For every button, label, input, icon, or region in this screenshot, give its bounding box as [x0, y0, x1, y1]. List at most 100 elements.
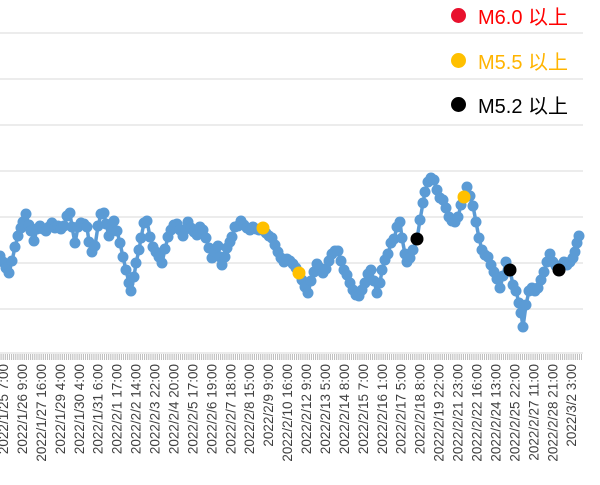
- data-point: [144, 231, 156, 243]
- data-point: [396, 232, 408, 244]
- data-point: [510, 285, 522, 297]
- data-point: [20, 208, 32, 220]
- data-point: [200, 232, 212, 244]
- x-axis-label: 2022/1/29 4:00: [53, 364, 68, 454]
- data-point: [28, 235, 40, 247]
- magnitude-marker: [552, 263, 566, 277]
- data-point: [3, 267, 15, 279]
- legend-label-m60: M6.0 以上: [478, 6, 569, 29]
- data-point: [520, 299, 532, 311]
- x-axis-label: 2022/2/7 18:00: [223, 364, 238, 454]
- x-axis-label: 2022/1/25 7:00: [0, 364, 11, 454]
- data-point: [117, 251, 129, 263]
- x-axis-label: 2022/2/18 8:00: [413, 364, 428, 454]
- data-point: [388, 233, 400, 245]
- m60-marker-icon: [451, 7, 466, 23]
- x-axis-label: 2022/2/24 13:00: [488, 364, 503, 462]
- data-point: [407, 244, 419, 256]
- x-axis-label: 2022/2/4 20:00: [166, 364, 181, 454]
- data-point: [130, 257, 142, 269]
- data-point: [359, 277, 371, 289]
- data-point: [335, 255, 347, 267]
- data-point: [417, 197, 429, 209]
- data-point: [452, 211, 464, 223]
- x-axis-label: 2022/2/17 5:00: [394, 364, 409, 454]
- data-point: [473, 232, 485, 244]
- x-axis-label: 2022/2/10 16:00: [280, 364, 295, 462]
- data-point: [141, 215, 153, 227]
- data-point: [394, 216, 406, 228]
- data-point: [332, 245, 344, 257]
- x-axis-label: 2022/2/9 9:00: [261, 364, 276, 447]
- data-point: [414, 214, 426, 226]
- data-point: [81, 221, 93, 233]
- x-axis-label: 2022/2/15 7:00: [356, 364, 371, 454]
- data-point: [135, 232, 147, 244]
- data-point: [440, 202, 452, 214]
- data-point: [108, 215, 120, 227]
- data-point: [374, 277, 386, 289]
- x-axis-label: 2022/2/14 8:00: [337, 364, 352, 454]
- legend-item-m60: M6.0 以上: [448, 3, 569, 29]
- data-point: [517, 321, 529, 333]
- legend-item-m55: M5.5 以上: [448, 48, 569, 74]
- data-point: [120, 264, 132, 276]
- data-point: [6, 255, 18, 267]
- magnitude-marker: [292, 266, 306, 280]
- x-axis-label: 2022/2/8 15:00: [242, 364, 257, 454]
- magnitude-marker: [256, 221, 270, 235]
- x-axis-label: 2022/2/27 11:00: [526, 364, 541, 461]
- legend-label-m52: M5.2 以上: [478, 95, 569, 118]
- x-axis-label: 2022/1/31 6:00: [91, 364, 106, 454]
- data-point: [212, 240, 224, 252]
- x-axis-label: 2022/2/28 21:00: [545, 364, 560, 462]
- data-point: [461, 181, 473, 193]
- data-point: [58, 220, 70, 232]
- data-point: [159, 243, 171, 255]
- data-point: [133, 244, 145, 256]
- legend-label-m55: M5.5 以上: [478, 51, 569, 74]
- data-point: [226, 231, 238, 243]
- x-axis-label: 2022/3/2 3:00: [564, 364, 579, 447]
- m55-marker-icon: [451, 52, 466, 68]
- data-point: [9, 241, 21, 253]
- data-point: [69, 237, 81, 249]
- x-axis-label: 2022/2/2 14:00: [129, 364, 144, 454]
- x-axis-label: 2022/2/5 17:00: [185, 364, 200, 454]
- data-point: [305, 275, 317, 287]
- data-point: [365, 264, 377, 276]
- x-axis-label: 2022/1/26 9:00: [15, 364, 30, 454]
- data-point: [382, 248, 394, 260]
- data-point: [219, 251, 231, 263]
- x-axis-label: 2022/2/13 5:00: [318, 364, 333, 454]
- data-point: [538, 266, 550, 278]
- magnitude-marker: [410, 232, 424, 246]
- data-point: [419, 186, 431, 198]
- data-point: [89, 240, 101, 252]
- data-point: [111, 225, 123, 237]
- data-point: [573, 230, 585, 242]
- data-point: [515, 307, 527, 319]
- x-axis-label: 2022/2/22 16:00: [470, 364, 485, 462]
- data-point: [125, 285, 137, 297]
- x-axis-label: 2022/1/30 4:00: [72, 364, 87, 454]
- data-point: [156, 257, 168, 269]
- data-point: [128, 271, 140, 283]
- data-point: [467, 200, 479, 212]
- data-point: [428, 174, 440, 186]
- x-axis-label: 2022/2/25 22:00: [507, 364, 522, 462]
- data-point: [470, 216, 482, 228]
- data-point: [64, 207, 76, 219]
- x-axis-label: 2022/2/6 19:00: [204, 364, 219, 454]
- x-axis-label: 2022/2/1 17:00: [110, 364, 125, 454]
- magnitude-marker: [503, 263, 517, 277]
- x-axis-label: 2022/2/12 9:00: [299, 364, 314, 454]
- legend-item-m52: M5.2 以上: [448, 92, 569, 118]
- x-axis-label: 2022/1/27 16:00: [34, 364, 49, 462]
- data-point: [371, 287, 383, 299]
- m52-marker-icon: [451, 96, 466, 112]
- data-point: [114, 237, 126, 249]
- data-point: [494, 282, 506, 294]
